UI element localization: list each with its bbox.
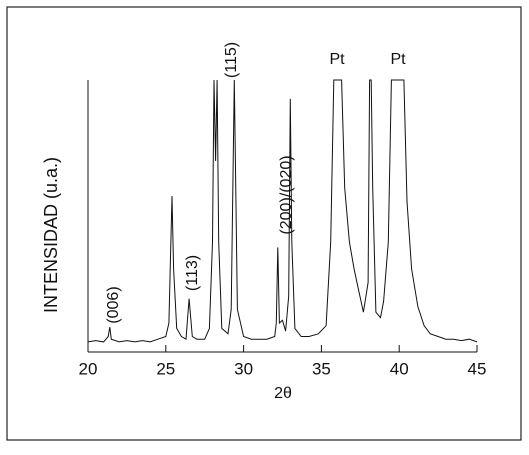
x-tick-label: 25 (156, 359, 175, 378)
data-line (87, 79, 478, 343)
x-tick-label: 45 (468, 359, 487, 378)
peak-label: (115) (223, 42, 240, 78)
peak-label: (200)/(020) (278, 155, 295, 234)
y-axis-label: INTENSIDAD (u.a.) (41, 157, 61, 313)
x-tick-label: 35 (312, 359, 331, 378)
peak-label: (113) (184, 255, 201, 291)
x-tick-label: 20 (79, 359, 98, 378)
peak-label: Pt (329, 51, 345, 68)
frame (6, 6, 522, 441)
peak-label: Pt (390, 51, 406, 68)
x-axis-label: 2θ (274, 385, 292, 402)
peak-label: (006) (105, 286, 122, 323)
x-tick-label: 40 (390, 359, 409, 378)
x-tick-label: 30 (234, 359, 253, 378)
